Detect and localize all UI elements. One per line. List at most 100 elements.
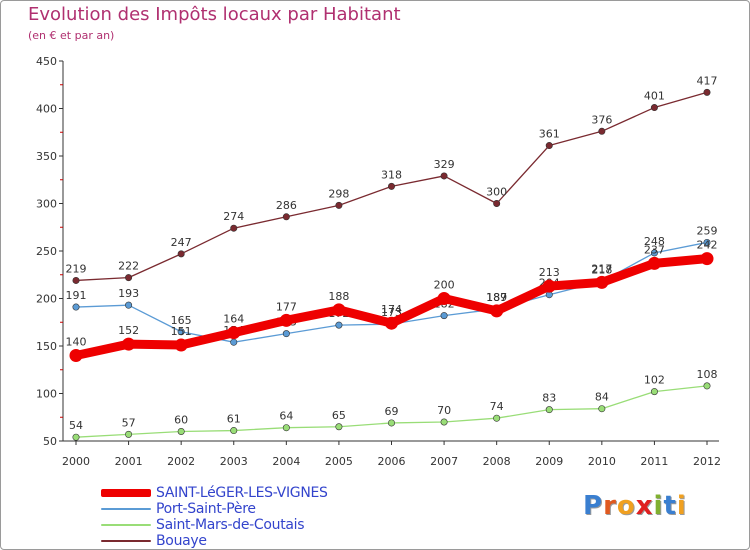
data-label: 165 bbox=[171, 314, 192, 327]
data-point bbox=[595, 275, 609, 289]
data-point bbox=[335, 321, 343, 329]
data-label: 151 bbox=[171, 325, 192, 338]
data-point bbox=[177, 250, 185, 258]
logo-letter: P bbox=[583, 491, 604, 521]
y-tick-label: 450 bbox=[36, 55, 57, 68]
y-tick-label: 300 bbox=[36, 198, 57, 211]
data-point bbox=[440, 312, 448, 320]
legend-label: Saint-Mars-de-Coutais bbox=[156, 517, 305, 533]
data-label: 54 bbox=[69, 419, 83, 432]
data-point bbox=[72, 276, 80, 284]
data-label: 329 bbox=[434, 158, 455, 171]
legend-swatch bbox=[101, 524, 151, 526]
data-point bbox=[72, 303, 80, 311]
proxiti-logo: Proxiti bbox=[583, 491, 687, 521]
data-label: 70 bbox=[437, 404, 451, 417]
y-tick-label: 350 bbox=[36, 150, 57, 163]
data-point bbox=[703, 238, 711, 246]
data-label: 187 bbox=[486, 291, 507, 304]
data-point bbox=[177, 328, 185, 336]
data-label: 57 bbox=[122, 416, 136, 429]
data-label: 65 bbox=[332, 409, 346, 422]
data-point bbox=[282, 213, 290, 221]
x-tick-label: 2007 bbox=[430, 455, 458, 468]
x-tick-label: 2005 bbox=[325, 455, 353, 468]
data-point bbox=[230, 338, 238, 346]
chart-title: Evolution des Impôts locaux par Habitant bbox=[28, 4, 401, 25]
data-label: 237 bbox=[644, 243, 665, 256]
data-point bbox=[230, 427, 238, 435]
legend-label: SAINT-LéGER-LES-VIGNES bbox=[156, 485, 328, 501]
y-tick-label: 50 bbox=[43, 435, 57, 448]
logo-letter: i bbox=[676, 491, 687, 521]
data-label: 189 bbox=[486, 291, 507, 304]
data-point bbox=[542, 279, 556, 293]
data-label: 188 bbox=[328, 290, 349, 303]
data-label: 217 bbox=[591, 262, 612, 275]
data-label: 152 bbox=[118, 324, 139, 337]
data-label: 177 bbox=[276, 300, 297, 313]
data-point bbox=[125, 430, 133, 438]
legend-swatch bbox=[101, 540, 151, 542]
y-tick-label: 150 bbox=[36, 340, 57, 353]
data-point bbox=[650, 104, 658, 112]
data-point bbox=[282, 330, 290, 338]
data-point bbox=[387, 182, 395, 190]
data-point bbox=[703, 382, 711, 390]
x-tick-label: 2002 bbox=[167, 455, 195, 468]
data-point bbox=[703, 88, 711, 96]
data-label: 102 bbox=[644, 374, 665, 387]
data-label: 361 bbox=[539, 128, 560, 141]
logo-letter: t bbox=[663, 491, 677, 521]
logo-letter: o bbox=[616, 491, 636, 521]
data-label: 164 bbox=[223, 313, 244, 326]
data-label: 247 bbox=[171, 236, 192, 249]
data-point bbox=[650, 388, 658, 396]
data-point bbox=[69, 349, 83, 362]
legend-label: Port-Saint-Père bbox=[156, 501, 256, 517]
data-point bbox=[72, 433, 80, 441]
x-tick-label: 2006 bbox=[378, 455, 406, 468]
data-point bbox=[437, 292, 451, 305]
data-point bbox=[647, 256, 661, 270]
legend-label: Bouaye bbox=[156, 533, 207, 549]
data-point bbox=[174, 338, 188, 352]
data-label: 298 bbox=[328, 187, 349, 200]
data-label: 376 bbox=[591, 113, 612, 126]
data-point bbox=[332, 303, 346, 317]
x-tick-label: 2011 bbox=[640, 455, 668, 468]
data-label: 242 bbox=[697, 239, 718, 252]
data-label: 222 bbox=[118, 260, 139, 273]
data-point bbox=[440, 172, 448, 180]
logo-letter: i bbox=[653, 491, 664, 521]
data-point bbox=[493, 414, 501, 422]
data-point bbox=[279, 313, 293, 327]
logo-letter: x bbox=[635, 491, 654, 521]
legend-item: Saint-Mars-de-Coutais bbox=[101, 517, 441, 533]
data-point bbox=[125, 274, 133, 282]
data-point bbox=[335, 201, 343, 209]
x-tick-label: 2004 bbox=[272, 455, 300, 468]
data-label: 83 bbox=[542, 392, 556, 405]
data-label: 318 bbox=[381, 168, 402, 181]
x-tick-label: 2010 bbox=[588, 455, 616, 468]
legend: SAINT-LéGER-LES-VIGNES Port-Saint-Père S… bbox=[101, 485, 441, 549]
data-point bbox=[385, 316, 398, 330]
legend-swatch bbox=[101, 489, 151, 497]
data-point bbox=[230, 224, 238, 232]
data-label: 64 bbox=[279, 410, 293, 423]
data-label: 174 bbox=[381, 303, 402, 316]
data-point bbox=[335, 423, 343, 431]
data-label: 84 bbox=[595, 391, 609, 404]
data-point bbox=[387, 419, 395, 427]
x-tick-label: 2009 bbox=[535, 455, 563, 468]
data-label: 286 bbox=[276, 199, 297, 212]
data-point bbox=[700, 252, 714, 266]
legend-item: Port-Saint-Père bbox=[101, 501, 441, 517]
data-label: 108 bbox=[697, 368, 718, 381]
x-tick-label: 2001 bbox=[115, 455, 143, 468]
y-tick-label: 400 bbox=[36, 103, 57, 116]
data-label: 259 bbox=[697, 224, 718, 237]
logo-letter: r bbox=[603, 491, 617, 521]
